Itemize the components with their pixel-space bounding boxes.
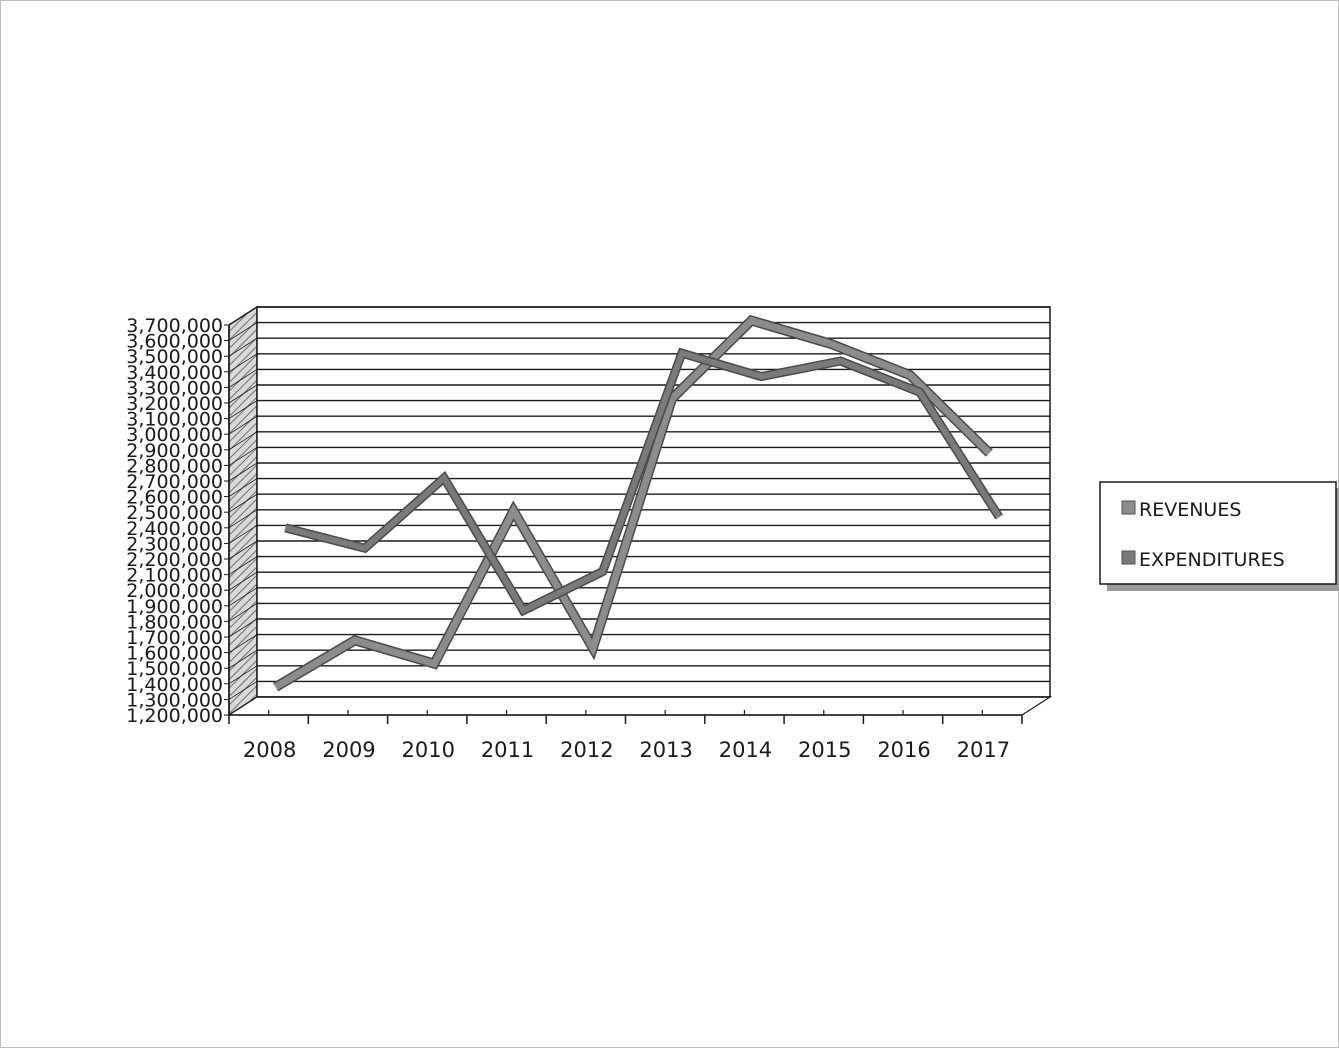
- series-lines: [273, 314, 1003, 692]
- gridline-depth: [228, 696, 258, 716]
- x-tick-label: 2016: [877, 738, 930, 762]
- y-tick-label: 1,500,000: [126, 658, 223, 680]
- side-wall: [228, 305, 258, 717]
- y-tick-label: 2,200,000: [126, 549, 223, 571]
- x-tick-labels: 2008 2009 2010 2011 2012 2013 2014 2015 2016 2017: [243, 738, 1010, 762]
- y-tick-label: 1,900,000: [126, 596, 223, 618]
- y-tick-label: 3,400,000: [126, 362, 223, 384]
- gridline-depth: [228, 509, 258, 529]
- y-tick-label: 1,300,000: [126, 689, 223, 711]
- chart-axes: [224, 324, 1023, 724]
- x-tick-label: 2011: [481, 738, 534, 762]
- x-tick-label: 2013: [639, 738, 692, 762]
- back-wall: [256, 306, 1051, 698]
- y-tick-label: 2,700,000: [126, 471, 223, 493]
- y-tick-label: 2,400,000: [126, 518, 223, 540]
- y-tick-label: 2,100,000: [126, 565, 223, 587]
- gridline-depth: [228, 353, 258, 373]
- y-tick-label: 2,600,000: [126, 487, 223, 509]
- y-tick-label: 1,800,000: [126, 611, 223, 633]
- y-tick-label: 2,500,000: [126, 502, 223, 524]
- gridline-depth: [228, 369, 258, 388]
- legend-label: REVENUES: [1139, 499, 1241, 521]
- x-tick-label: 2014: [719, 738, 772, 762]
- gridline-depth: [228, 540, 258, 560]
- y-tick-label: 2,900,000: [126, 440, 223, 462]
- gridline-depth: [228, 447, 258, 466]
- y-tick-label: 2,800,000: [126, 455, 223, 477]
- gridline-depth: [228, 415, 258, 435]
- series-line: [273, 316, 992, 691]
- x-tick-label: 2012: [560, 738, 613, 762]
- x-tick-label: 2010: [402, 738, 455, 762]
- y-tick-label: 3,700,000: [126, 315, 223, 337]
- gridline-depth: [228, 681, 258, 700]
- gridline-depth: [228, 384, 258, 404]
- gridline-depth: [228, 618, 258, 638]
- gridline-depth: [228, 587, 258, 607]
- floor: [226, 696, 1053, 716]
- gridline-depth: [228, 462, 258, 482]
- legend-box: [1099, 481, 1337, 585]
- y-tick-label: 1,400,000: [126, 674, 223, 696]
- y-tick-label: 3,600,000: [126, 331, 223, 353]
- gridline-depth: [228, 400, 258, 419]
- y-tick-label: 3,100,000: [126, 409, 223, 431]
- gridline-depth: [228, 337, 258, 357]
- legend-swatch: [1121, 500, 1136, 515]
- y-tick-label: 3,200,000: [126, 393, 223, 415]
- gridline-depth: [228, 665, 258, 685]
- legend-swatch: [1121, 550, 1136, 565]
- y-tick-label: 3,500,000: [126, 346, 223, 368]
- gridline-depth: [228, 431, 258, 451]
- y-tick-label: 3,300,000: [126, 377, 223, 399]
- y-tick-label: 3,000,000: [126, 424, 223, 446]
- series-revenues: [273, 314, 993, 692]
- y-tick-label: 2,300,000: [126, 533, 223, 555]
- legend-label: EXPENDITURES: [1139, 549, 1285, 571]
- x-tick-label: 2008: [243, 738, 296, 762]
- series-expenditures: [284, 347, 1003, 617]
- gridline-depth: [228, 306, 258, 326]
- y-tick-label: 1,700,000: [126, 627, 223, 649]
- gridline-depth: [228, 322, 258, 341]
- legend: REVENUES EXPENDITURES: [1099, 481, 1339, 591]
- x-tick-label: 2017: [957, 738, 1010, 762]
- chart-gridlines: [228, 306, 1050, 716]
- gridline-depth: [228, 525, 258, 544]
- gridline-depth: [228, 493, 258, 513]
- gridline-depth: [228, 603, 258, 622]
- y-tick-label: 1,200,000: [126, 705, 223, 727]
- gridline-depth: [228, 556, 258, 575]
- y-tick-labels: 1,200,0001,300,0001,400,0001,500,0001,60…: [126, 315, 223, 727]
- gridline-depth: [228, 478, 258, 497]
- series-line: [284, 349, 1002, 615]
- gridline-depth: [228, 571, 258, 591]
- x-tick-label: 2015: [798, 738, 851, 762]
- y-tick-label: 1,600,000: [126, 643, 223, 665]
- gridline-depth: [228, 649, 258, 669]
- gridline-depth: [228, 634, 258, 653]
- x-tick-label: 2009: [322, 738, 375, 762]
- y-tick-label: 2,000,000: [126, 580, 223, 602]
